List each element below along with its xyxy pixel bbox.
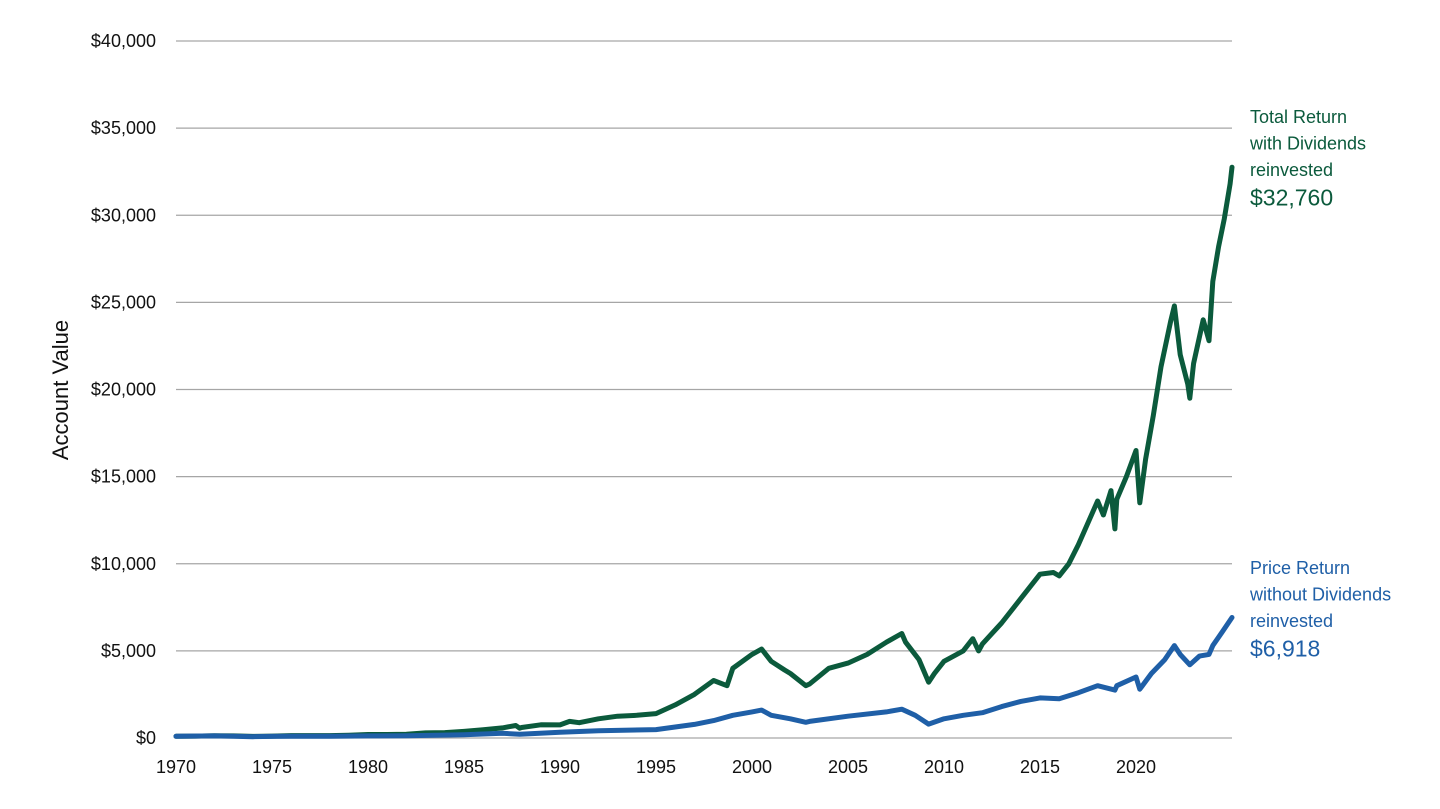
series-label-line: Total Return: [1250, 107, 1347, 127]
y-tick-label: $30,000: [91, 205, 156, 225]
y-tick-label: $10,000: [91, 554, 156, 574]
x-axis-ticks: 1970 1975 1980 1985 1990 1995 2000 2005 2010 2015…: [156, 757, 1156, 777]
y-tick-label: $0: [136, 728, 156, 748]
x-tick-label: 1985: [444, 757, 484, 777]
y-axis-label: Account Value: [48, 320, 73, 460]
x-tick-label: 1970: [156, 757, 196, 777]
x-tick-label: 2005: [828, 757, 868, 777]
series-final-value: $32,760: [1250, 185, 1333, 211]
x-tick-label: 1990: [540, 757, 580, 777]
y-tick-label: $15,000: [91, 467, 156, 487]
y-axis-ticks: $0 $5,000 $10,000 $15,000 $20,000 $25,000 $30,…: [91, 31, 156, 748]
y-tick-label: $5,000: [101, 641, 156, 661]
series-annotations: Total Return with Dividends reinvested $32,…: [1249, 107, 1391, 662]
y-tick-label: $20,000: [91, 380, 156, 400]
series-label-line: without Dividends: [1249, 585, 1391, 605]
x-tick-label: 1980: [348, 757, 388, 777]
series-label-line: reinvested: [1250, 160, 1333, 180]
x-tick-label: 2000: [732, 757, 772, 777]
series-final-value: $6,918: [1250, 636, 1320, 662]
series-lines: [173, 164, 1235, 740]
y-tick-label: $25,000: [91, 292, 156, 312]
x-tick-label: 1995: [636, 757, 676, 777]
y-tick-label: $35,000: [91, 118, 156, 138]
series-label-line: with Dividends: [1249, 134, 1366, 154]
x-tick-label: 2020: [1116, 757, 1156, 777]
price-return-line: [173, 615, 1235, 740]
x-tick-label: 2010: [924, 757, 964, 777]
x-tick-label: 1975: [252, 757, 292, 777]
series-label-line: reinvested: [1250, 611, 1333, 631]
series-label-line: Price Return: [1250, 558, 1350, 578]
x-tick-label: 2015: [1020, 757, 1060, 777]
gridlines: [176, 40, 1232, 739]
total-return-annotation: Total Return with Dividends reinvested $32,…: [1249, 107, 1366, 211]
price-return-annotation: Price Return without Dividends reinvested $…: [1249, 558, 1391, 662]
y-tick-label: $40,000: [91, 31, 156, 51]
total-return-line: [173, 164, 1235, 739]
